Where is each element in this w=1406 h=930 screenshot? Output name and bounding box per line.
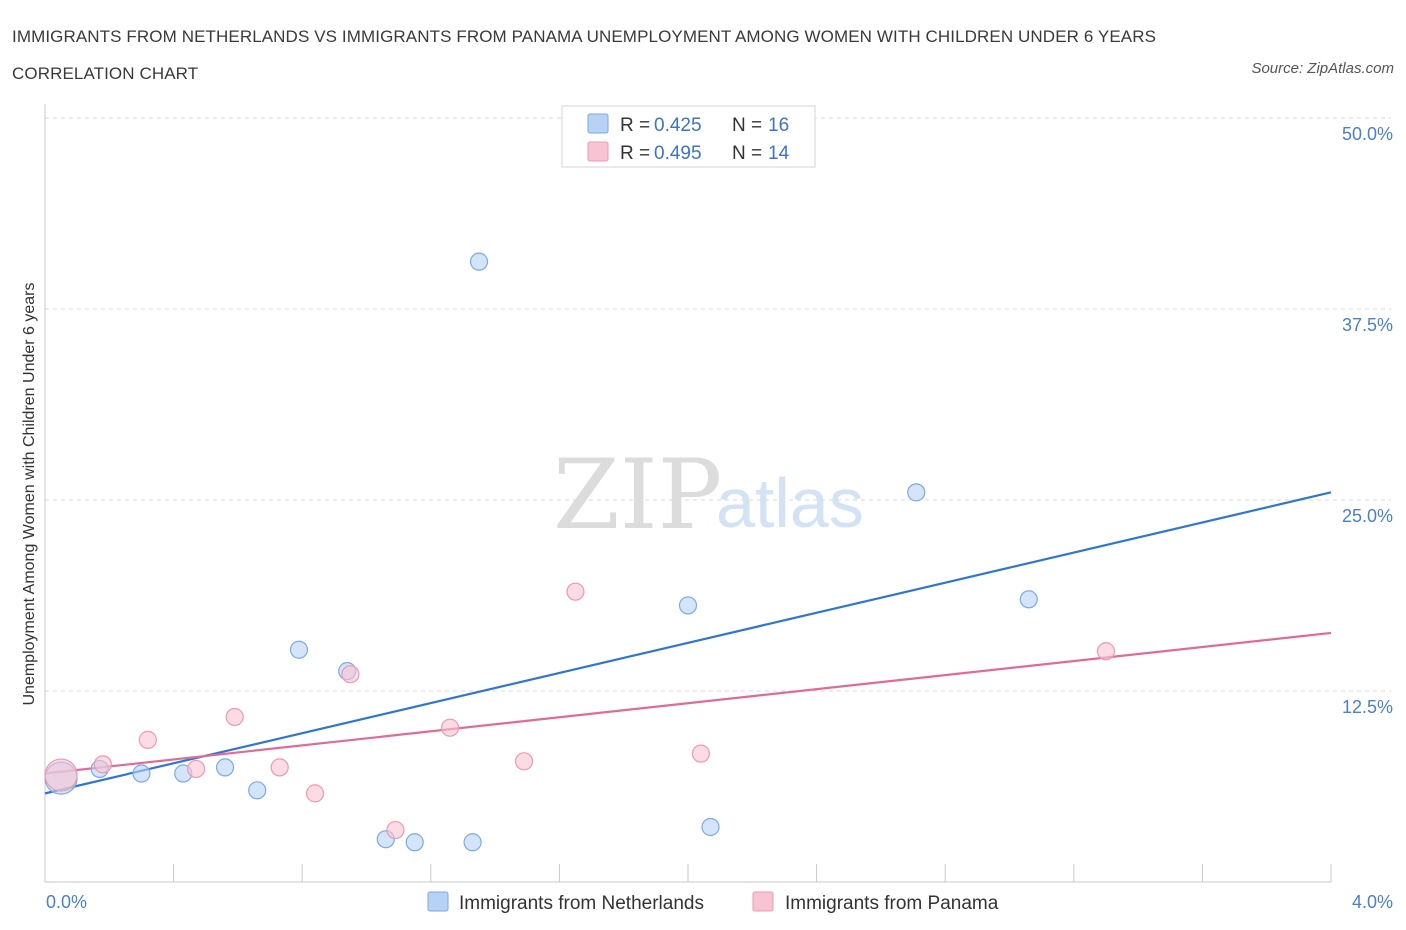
legend-r-label-2: R = bbox=[620, 143, 650, 164]
legend-n-value-1: 16 bbox=[768, 115, 789, 136]
trend-line-netherlands bbox=[44, 491, 1332, 795]
trend-lines bbox=[44, 491, 1332, 795]
legend-r-value-1: 0.425 bbox=[654, 115, 702, 136]
point-netherlands bbox=[469, 252, 489, 271]
y-tick-label: 25.0% bbox=[1342, 506, 1393, 526]
tick-labels: 12.5% 25.0% 37.5% 50.0% 0.0% 4.0% bbox=[46, 124, 1393, 912]
watermark: ZIP atlas bbox=[553, 439, 864, 551]
legend-swatch-panama bbox=[587, 141, 609, 162]
point-netherlands bbox=[678, 596, 698, 615]
point-panama bbox=[305, 784, 325, 803]
point-panama bbox=[1096, 642, 1116, 661]
legend-swatch-netherlands bbox=[587, 113, 609, 134]
series-legend-swatch-panama bbox=[752, 891, 774, 912]
point-panama bbox=[138, 730, 157, 749]
point-netherlands bbox=[215, 758, 235, 777]
watermark-zip: ZIP bbox=[553, 439, 722, 551]
point-panama bbox=[566, 582, 585, 601]
point-panama bbox=[93, 755, 112, 774]
point-panama bbox=[225, 707, 244, 727]
point-panama bbox=[341, 665, 360, 684]
point-panama bbox=[691, 744, 710, 763]
series-legend: Immigrants from Netherlands Immigrants f… bbox=[427, 891, 999, 914]
series-legend-swatch-netherlands bbox=[427, 891, 449, 912]
point-netherlands bbox=[1019, 590, 1038, 609]
series-legend-panama: Immigrants from Panama bbox=[785, 893, 999, 914]
point-panama bbox=[187, 759, 206, 779]
point-netherlands bbox=[701, 817, 720, 837]
point-panama bbox=[44, 758, 78, 792]
point-netherlands bbox=[132, 764, 151, 783]
data-points bbox=[44, 252, 1116, 852]
point-panama bbox=[514, 752, 534, 771]
y-tick-label: 50.0% bbox=[1342, 124, 1393, 144]
legend-r-label-1: R = bbox=[620, 115, 650, 136]
legend-n-value-2: 14 bbox=[768, 143, 790, 164]
chart-title: IMMIGRANTS FROM NETHERLANDS VS IMMIGRANT… bbox=[12, 27, 1157, 83]
series-legend-netherlands: Immigrants from Netherlands bbox=[459, 893, 704, 914]
legend-n-label-2: N = bbox=[732, 143, 762, 164]
gridlines bbox=[45, 117, 1391, 692]
stats-legend: R = 0.425 N = 16 R = 0.495 N = 14 bbox=[561, 105, 816, 168]
x-tick-label: 4.0% bbox=[1352, 892, 1393, 912]
legend-n-label-1: N = bbox=[732, 115, 762, 136]
y-tick-label: 12.5% bbox=[1342, 697, 1393, 717]
point-netherlands bbox=[907, 483, 926, 502]
point-panama bbox=[386, 820, 405, 840]
y-axis-label: Unemployment Among Women with Children U… bbox=[21, 282, 38, 705]
legend-r-value-2: 0.495 bbox=[654, 143, 702, 164]
point-panama bbox=[270, 758, 289, 777]
point-netherlands bbox=[405, 833, 424, 852]
point-netherlands bbox=[248, 781, 267, 800]
x-tick-label: 0.0% bbox=[46, 892, 87, 912]
point-panama bbox=[440, 718, 460, 737]
point-netherlands bbox=[463, 833, 482, 852]
source-credit: Source: ZipAtlas.com bbox=[1251, 60, 1394, 77]
point-netherlands bbox=[289, 640, 309, 659]
trend-line-panama bbox=[44, 631, 1332, 775]
y-tick-label: 37.5% bbox=[1342, 315, 1393, 335]
axes bbox=[44, 104, 1332, 883]
watermark-atlas: atlas bbox=[716, 464, 864, 542]
